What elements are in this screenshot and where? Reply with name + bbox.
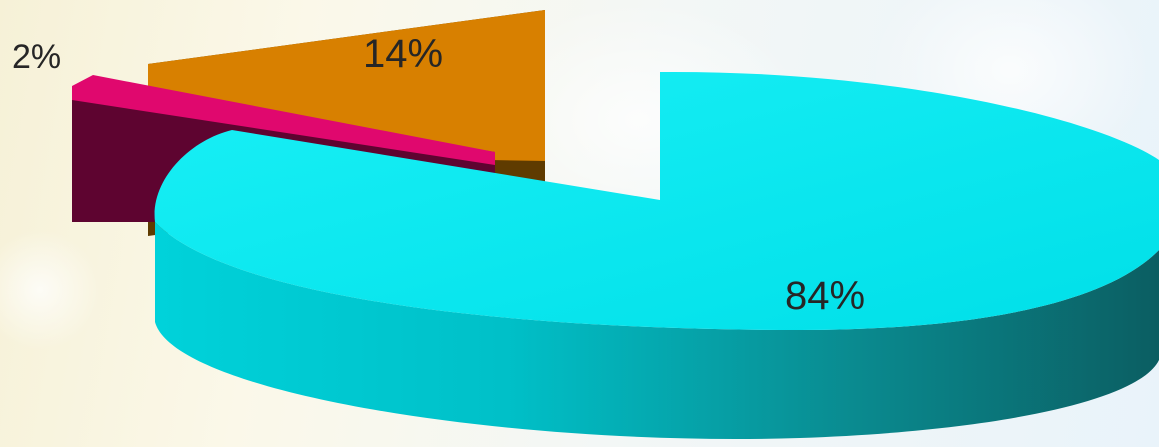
data-label-14: 14% — [363, 32, 443, 76]
slice-84-side — [155, 222, 1159, 440]
slice-2-top — [72, 75, 495, 165]
slice-84-top — [154, 71, 1159, 330]
slice-84 — [154, 71, 1159, 440]
data-label-84: 84% — [785, 274, 865, 318]
slice-14-top — [148, 10, 545, 161]
data-label-2: 2% — [12, 38, 61, 76]
